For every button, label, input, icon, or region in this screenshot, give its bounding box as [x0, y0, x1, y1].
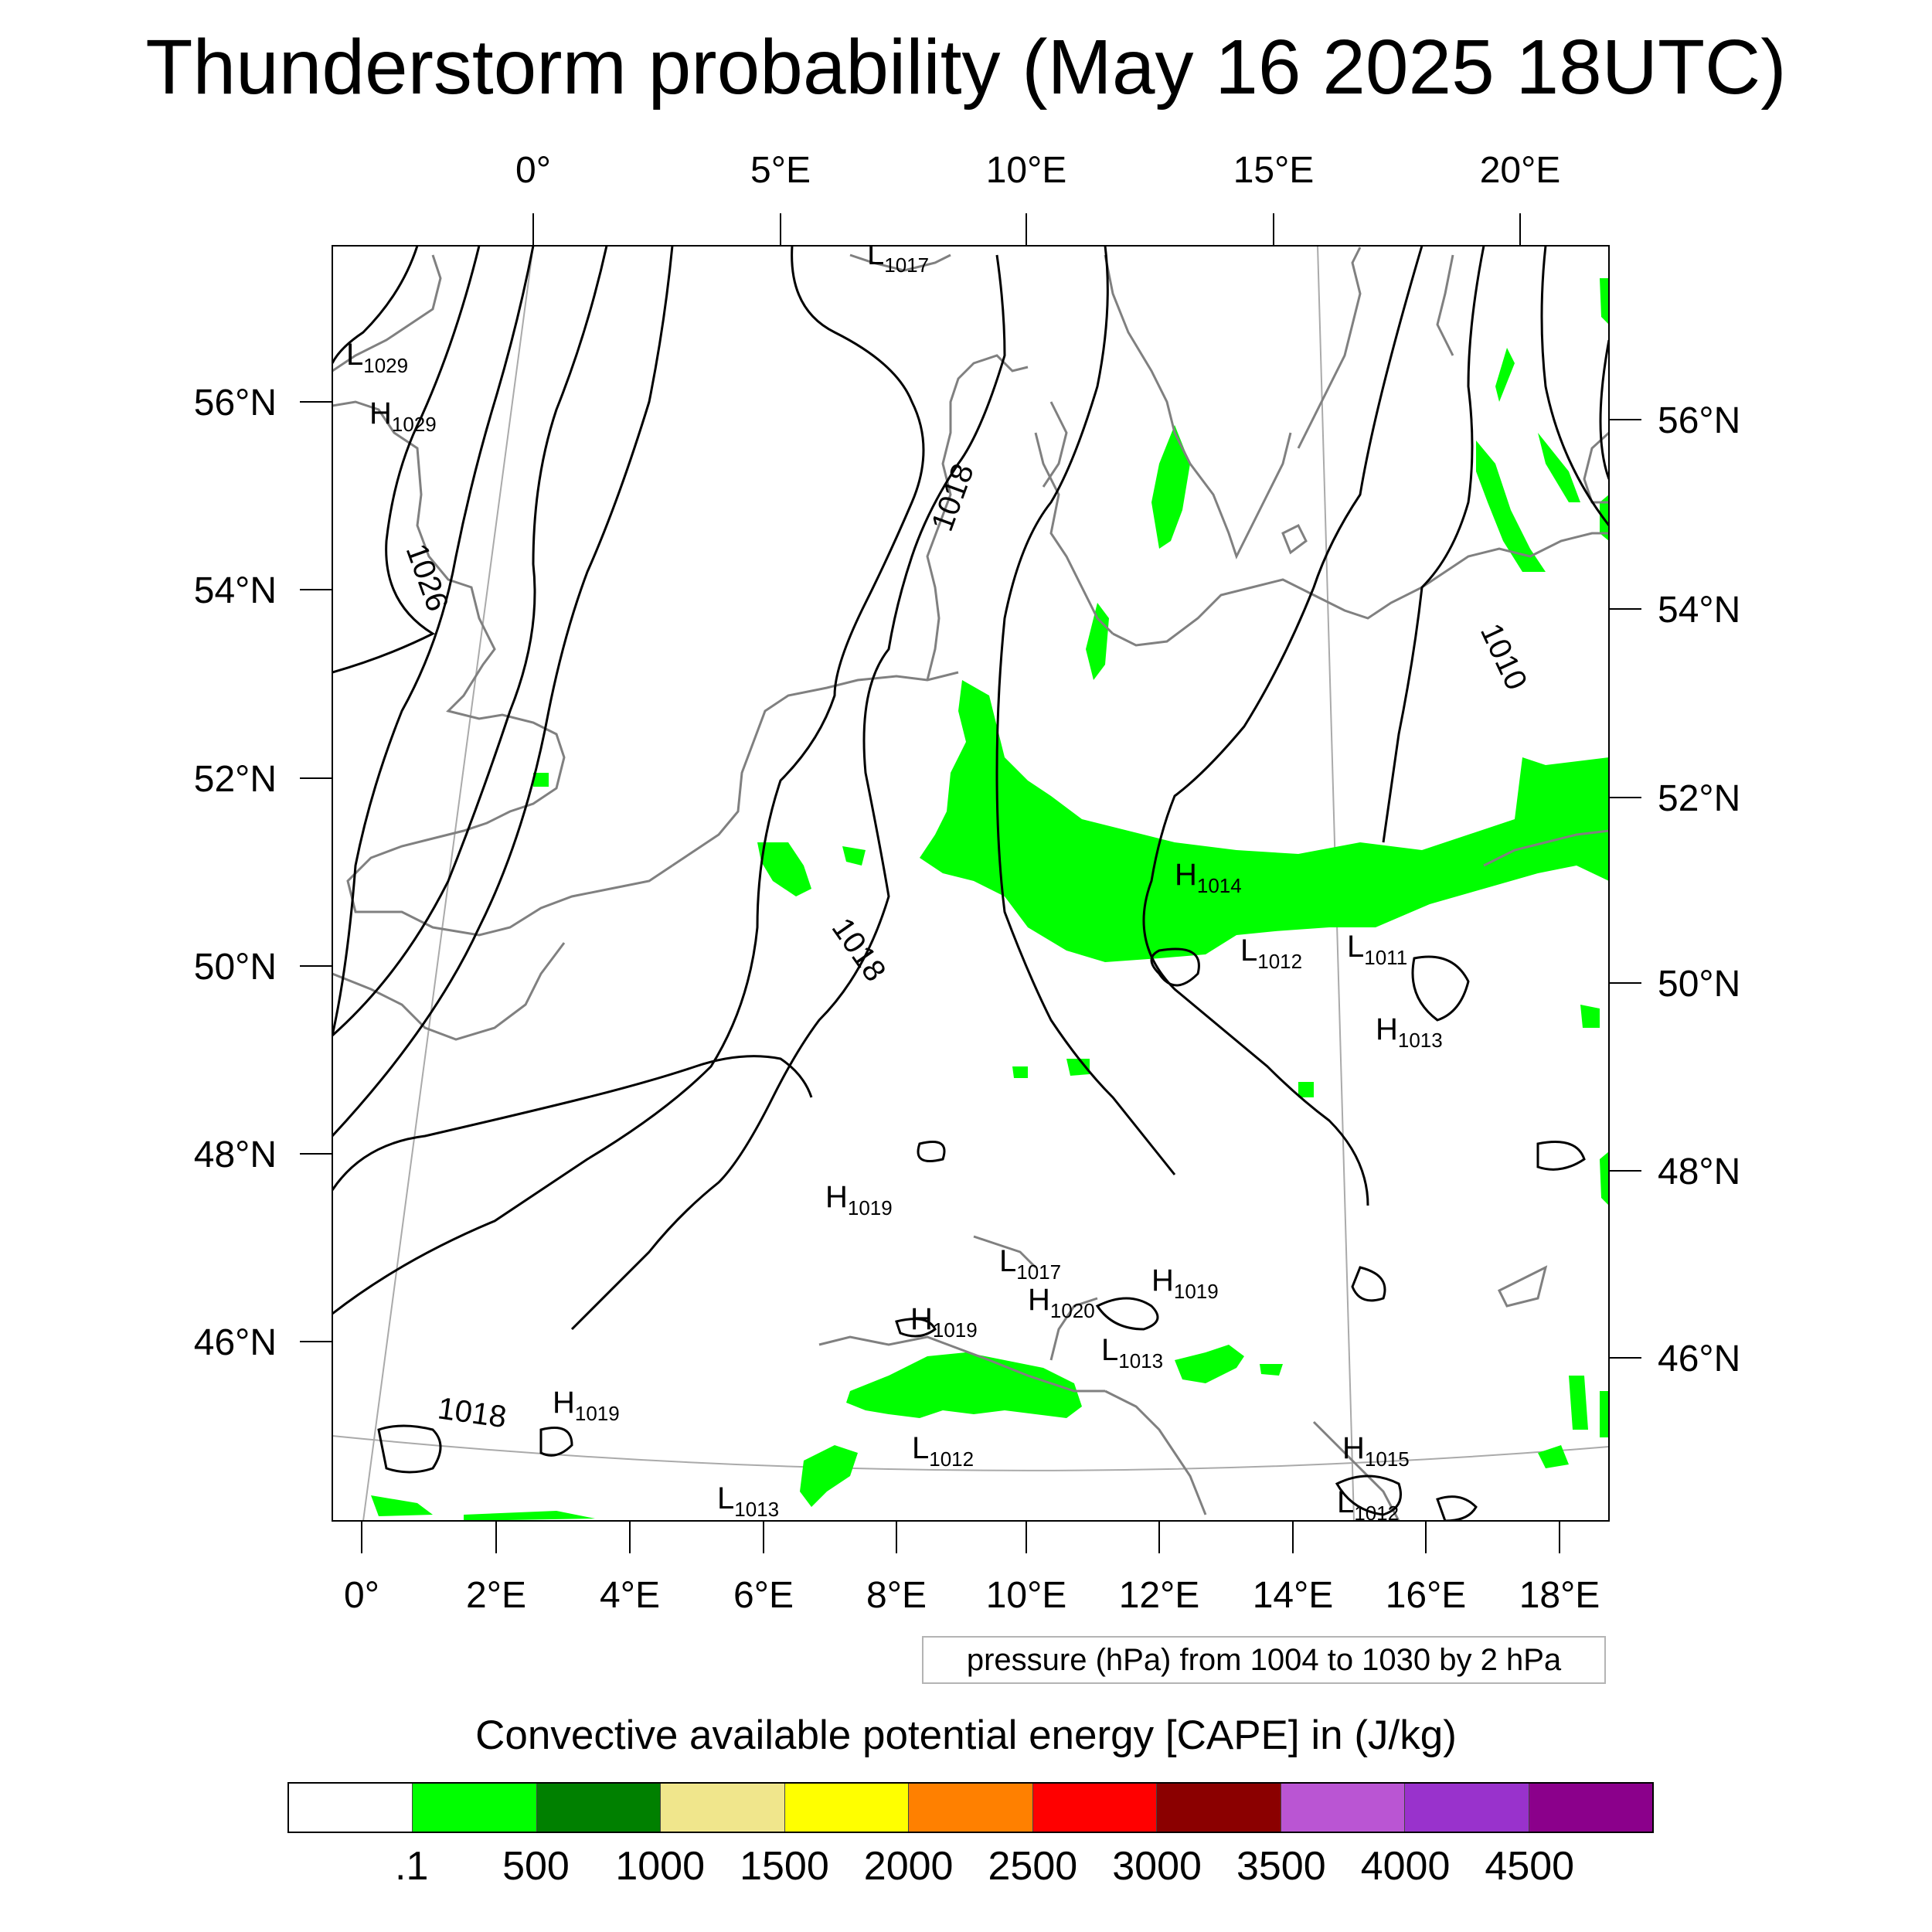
- isobar-label: 1010: [1474, 618, 1533, 695]
- bottom-tick-label: 12°E: [1119, 1575, 1200, 1616]
- legend-label: 3500: [1236, 1844, 1326, 1889]
- right-tick-label: 48°N: [1658, 1151, 1740, 1192]
- pressure-center: H1019: [910, 1302, 978, 1342]
- pressure-center: H1015: [1342, 1431, 1410, 1471]
- legend-colorbar: [287, 1782, 1654, 1833]
- right-tick-label: 52°N: [1658, 778, 1740, 819]
- pressure-center: H1014: [1175, 858, 1242, 897]
- legend-swatch: [784, 1784, 910, 1832]
- left-tick-label: 46°N: [194, 1322, 277, 1363]
- pressure-center: H1029: [369, 396, 437, 436]
- isobar-label: 1018: [925, 459, 981, 536]
- left-tick-label: 48°N: [194, 1134, 277, 1175]
- left-tick-label: 52°N: [194, 759, 277, 800]
- pressure-info-box: pressure (hPa) from 1004 to 1030 by 2 hP…: [922, 1636, 1606, 1684]
- left-tick-label: 54°N: [194, 570, 277, 611]
- right-axis-labels: 56°N 54°N 52°N 50°N 48°N 46°N: [1658, 400, 1740, 1379]
- pressure-center: L1012: [1240, 934, 1302, 973]
- cape-areas: [371, 278, 1609, 1521]
- isobar-label: 1018: [825, 912, 893, 988]
- bottom-axis-labels: 0° 2°E 4°E 6°E 8°E 10°E 12°E 14°E 16°E 1…: [344, 1575, 1600, 1616]
- pressure-center: L1017: [867, 237, 929, 277]
- pressure-center: L1013: [717, 1481, 779, 1521]
- legend-swatch: [536, 1784, 662, 1832]
- bottom-tick-label: 10°E: [986, 1575, 1067, 1616]
- legend-label: 1000: [615, 1844, 706, 1889]
- legend-labels: .1 500 1000 1500 2000 2500 3000 3500 4000 4500: [0, 1843, 1932, 1897]
- top-tick-label: 20°E: [1480, 150, 1561, 191]
- bottom-tick-label: 0°: [344, 1575, 379, 1616]
- top-tick-label: 5°E: [750, 150, 811, 191]
- bottom-tick-label: 6°E: [733, 1575, 794, 1616]
- legend-label: 3000: [1112, 1844, 1202, 1889]
- top-axis-labels: 0° 5°E 10°E 15°E 20°E: [515, 150, 1560, 191]
- pressure-center: H1019: [1151, 1264, 1219, 1303]
- pressure-center: L1012: [1337, 1485, 1399, 1525]
- legend-swatch: [413, 1784, 537, 1832]
- legend-swatch: [1157, 1784, 1281, 1832]
- legend-swatch: [289, 1784, 413, 1832]
- right-tick-label: 50°N: [1658, 964, 1740, 1005]
- legend-label: 500: [502, 1844, 570, 1889]
- pressure-center: L1017: [999, 1244, 1061, 1284]
- right-tick-label: 46°N: [1658, 1338, 1740, 1379]
- bottom-tick-label: 16°E: [1386, 1575, 1467, 1616]
- pressure-center: H1019: [825, 1180, 893, 1219]
- legend-label: 2500: [988, 1844, 1078, 1889]
- legend-swatch: [1405, 1784, 1529, 1832]
- pressure-center: H1013: [1376, 1012, 1443, 1052]
- legend-label: .1: [395, 1844, 429, 1889]
- legend-label: 2000: [863, 1844, 954, 1889]
- pressure-center: L1013: [1101, 1333, 1163, 1372]
- bottom-tick-label: 2°E: [466, 1575, 526, 1616]
- legend-swatch: [1032, 1784, 1158, 1832]
- legend-title: Convective available potential energy [C…: [475, 1713, 1457, 1758]
- top-tick-label: 15°E: [1233, 150, 1315, 191]
- legend-swatch: [661, 1784, 785, 1832]
- top-tick-label: 0°: [515, 150, 551, 191]
- bottom-tick-label: 18°E: [1519, 1575, 1600, 1616]
- map-frame: [332, 245, 1610, 1522]
- tick-marks: [300, 213, 1641, 1553]
- legend-swatch: [1529, 1784, 1652, 1832]
- top-tick-label: 10°E: [986, 150, 1067, 191]
- right-tick-label: 56°N: [1658, 400, 1740, 441]
- legend-label: 4000: [1360, 1844, 1451, 1889]
- coastlines: [332, 247, 1609, 1521]
- map-plot-area: 1018 1026 1018 1018 1010 L1017 L1029 H10…: [332, 237, 1609, 1525]
- bottom-tick-label: 14°E: [1253, 1575, 1334, 1616]
- pressure-centers: L1017 L1029 H1029 H1014 L1012 L1011 H101…: [346, 237, 1443, 1525]
- map-title: Thunderstorm probability (May 16 2025 18…: [145, 24, 1787, 111]
- legend-label: 1500: [740, 1844, 829, 1889]
- legend-swatch: [1281, 1784, 1406, 1832]
- isobar-label: 1018: [436, 1391, 509, 1434]
- pressure-center: L1029: [346, 338, 408, 377]
- bottom-tick-label: 4°E: [600, 1575, 660, 1616]
- left-tick-label: 50°N: [194, 947, 277, 988]
- pressure-center: L1012: [912, 1431, 974, 1471]
- pressure-center: L1011: [1347, 930, 1407, 969]
- legend-swatch: [909, 1784, 1033, 1832]
- pressure-center: H1019: [553, 1386, 620, 1425]
- left-axis-labels: 56°N 54°N 52°N 50°N 48°N 46°N: [194, 383, 277, 1363]
- legend-label: 4500: [1485, 1844, 1575, 1889]
- isobars: [332, 246, 1609, 1521]
- right-tick-label: 54°N: [1658, 590, 1740, 631]
- pressure-center: H1020: [1028, 1283, 1095, 1322]
- left-tick-label: 56°N: [194, 383, 277, 423]
- bottom-tick-label: 8°E: [866, 1575, 927, 1616]
